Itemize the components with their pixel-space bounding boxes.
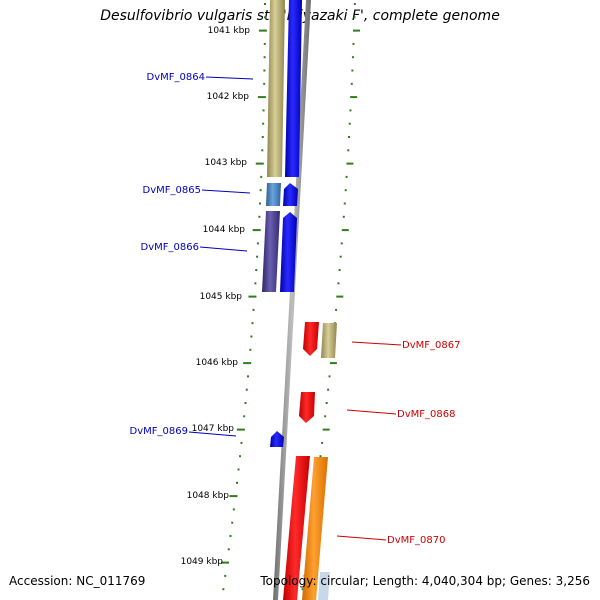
gene-feature-next-outer — [318, 572, 330, 600]
scale-ticks-inner — [221, 3, 267, 591]
gene-label-dvmf-0869[interactable]: DvMF_0869 — [130, 426, 188, 437]
kbp-label-1044: 1044 kbp — [203, 225, 246, 235]
gene-feature-dvmf-0866-outer — [262, 211, 280, 292]
gene-feature-dvmf-0868 — [299, 392, 315, 423]
leader-line-dvmf-0868 — [346, 409, 397, 415]
leader-line-dvmf-0867 — [351, 341, 402, 346]
kbp-label-1041: 1041 kbp — [208, 26, 251, 36]
gene-feature-dvmf-0870-inner — [283, 456, 310, 600]
gene-label-dvmf-0867[interactable]: DvMF_0867 — [402, 340, 460, 351]
gene-feature-dvmf-0866-inner — [280, 212, 297, 292]
leader-line-dvmf-0864 — [205, 76, 254, 80]
genome-summary-text: Topology: circular; Length: 4,040,304 bp… — [260, 574, 590, 588]
gene-label-dvmf-0865[interactable]: DvMF_0865 — [143, 185, 201, 196]
genome-backbone — [273, 0, 311, 600]
kbp-label-1046: 1046 kbp — [196, 358, 239, 368]
gene-feature-dvmf-0865-inner — [283, 183, 298, 206]
gene-label-dvmf-0866[interactable]: DvMF_0866 — [141, 242, 199, 253]
gene-label-dvmf-0864[interactable]: DvMF_0864 — [147, 72, 205, 83]
leader-line-dvmf-0866 — [199, 246, 248, 252]
kbp-label-1049: 1049 kbp — [181, 557, 224, 567]
gene-label-dvmf-0868[interactable]: DvMF_0868 — [397, 409, 455, 420]
accession-text: Accession: NC_011769 — [9, 574, 146, 588]
gene-feature-dvmf-0867-outer — [321, 323, 337, 358]
gene-feature-dvmf-0865-outer — [266, 183, 281, 206]
kbp-label-1048: 1048 kbp — [187, 491, 230, 501]
gene-feature-dvmf-0869 — [270, 431, 284, 447]
kbp-label-1047: 1047 kbp — [192, 424, 235, 434]
kbp-label-1043: 1043 kbp — [205, 158, 248, 168]
leader-line-dvmf-0865 — [201, 189, 251, 194]
gene-feature-dvmf-0864-inner — [285, 0, 302, 177]
gene-label-dvmf-0870[interactable]: DvMF_0870 — [387, 535, 445, 546]
gene-feature-dvmf-0867-inner — [303, 322, 319, 356]
gene-feature-dvmf-0870-outer — [302, 457, 328, 600]
kbp-label-1045: 1045 kbp — [200, 292, 243, 302]
kbp-labels: 1041 kbp 1042 kbp 1043 kbp 1044 kbp 1045… — [181, 26, 251, 567]
gene-labels: DvMF_0864 DvMF_0865 DvMF_0866 DvMF_0867 … — [130, 72, 461, 546]
gene-feature-dvmf-0864-outer — [267, 0, 285, 177]
leader-line-dvmf-0870 — [336, 535, 387, 541]
kbp-label-1042: 1042 kbp — [207, 92, 250, 102]
leader-line-dvmf-0869 — [188, 431, 237, 437]
